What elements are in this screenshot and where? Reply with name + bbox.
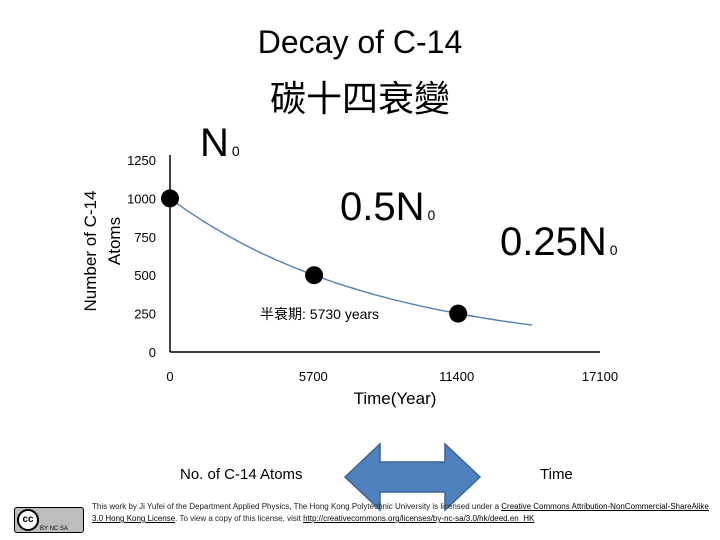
license-link[interactable]: Creative Commons Attribution-NonCommerci… (92, 502, 709, 523)
x-axis-label: Time(Year) (354, 389, 437, 408)
data-points-group (161, 189, 468, 323)
quarter-n0-label-subscript: 0 (610, 242, 618, 258)
half-n0-label-main: 0.5N (340, 185, 425, 229)
quarter-n0-label-main: 0.25N (500, 220, 607, 264)
y-tick-label-750: 750 (134, 230, 156, 245)
legend-atoms-label: No. of C-14 Atoms (180, 466, 303, 483)
chart-subtitle: 碳十四衰變 (269, 79, 450, 120)
y-tick-label-1250: 1250 (127, 153, 156, 168)
x-tick-label-11400: 11400 (439, 369, 474, 384)
license-text: This work by Ji Yufei of the Department … (92, 501, 712, 525)
y-tick-label-500: 500 (134, 268, 156, 283)
chart-title: Decay of C-14 (257, 24, 463, 60)
data-point-2 (449, 304, 468, 323)
x-tick-label-17100: 17100 (582, 369, 618, 384)
half-n0-label-subscript: 0 (428, 207, 436, 223)
y-axis-label-line2: Atoms (105, 217, 124, 265)
chart-axes (169, 155, 600, 353)
x-tick-label-0: 0 (166, 369, 173, 384)
data-point-1 (305, 266, 324, 285)
n0-label-main: N (200, 121, 229, 165)
legend-arrow-group (343, 442, 482, 512)
half-life-label: 半衰期: 5730 years (260, 306, 379, 322)
y-axis-label-line1: Number of C-14 (81, 191, 100, 312)
decay-curve-group (169, 197, 533, 326)
y-tick-label-0: 0 (149, 345, 156, 360)
cc-logo-icon: cc (17, 509, 39, 531)
tick-labels-group: 0 250 500 750 1000 1250 0 5700 11400 17100 Time(Ye… (81, 153, 618, 408)
half-n0-label: 0.5N 0 (340, 185, 436, 229)
x-tick-label-5700: 5700 (299, 369, 328, 384)
legend-time-label: Time (540, 466, 573, 483)
license-text-before: This work by Ji Yufei of the Department … (92, 502, 502, 511)
data-point-0 (161, 189, 179, 208)
license-text-middle: . To view a copy of this license, visit (175, 514, 304, 523)
quarter-n0-label: 0.25N 0 (500, 220, 618, 264)
cc-tags: BY NC SA (40, 526, 68, 532)
decay-curve-line (169, 197, 533, 326)
license-url-link[interactable]: http://creativecommons.org/licenses/by-n… (303, 514, 535, 523)
double-arrow-icon (343, 442, 482, 512)
y-tick-label-250: 250 (134, 307, 156, 322)
y-tick-label-1000: 1000 (127, 191, 156, 206)
n0-label-subscript: 0 (232, 143, 240, 159)
